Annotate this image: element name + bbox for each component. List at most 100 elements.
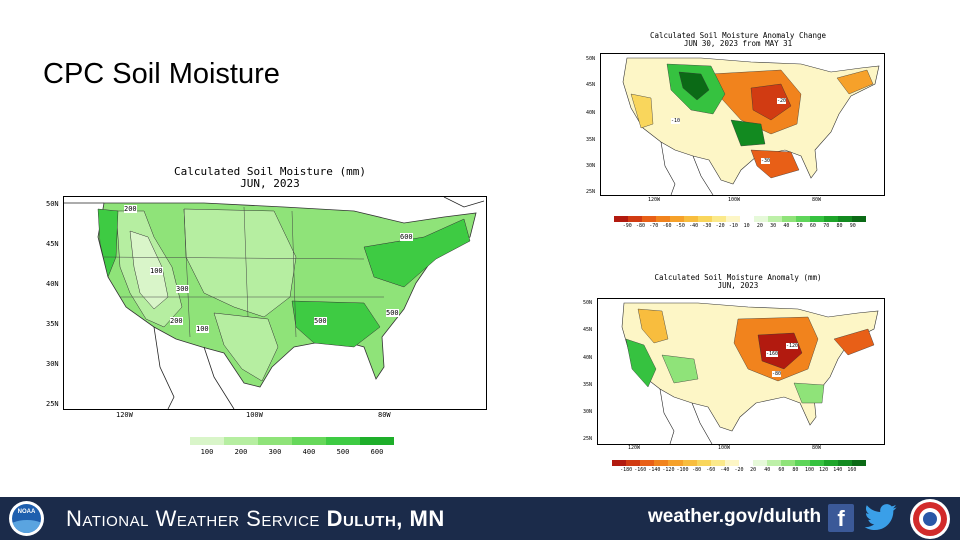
legend-swatch xyxy=(823,460,838,466)
legend-swatch xyxy=(291,437,326,445)
legend-labels: -90 -80 -70 -60 -50 -40 -30 -20 -10 10 20 30 40 50 60 7… xyxy=(614,223,866,231)
twitter-icon[interactable] xyxy=(864,503,898,533)
wetting-south-region xyxy=(730,119,766,147)
dry-northeast-region xyxy=(833,328,875,356)
footer-agency-name: National Weather Service xyxy=(66,506,320,531)
contour-label: -120 xyxy=(786,343,799,349)
legend-label: 100 xyxy=(200,448,214,456)
map-frame: 200 100 300 200 100 500 600 500 xyxy=(63,196,487,410)
legend-label: -50 xyxy=(675,223,685,229)
legend-swatch xyxy=(223,437,258,445)
legend-swatch xyxy=(782,216,796,222)
legend-label: 80 xyxy=(792,467,799,473)
legend-label: -80 xyxy=(636,223,646,229)
legend-label: -100 xyxy=(676,467,689,473)
legend-label: 40 xyxy=(783,223,790,229)
nws-logo-center xyxy=(923,512,937,526)
lat-tick: 45N xyxy=(583,327,593,333)
legend-label: -20 xyxy=(715,223,725,229)
map-title: Calculated Soil Moisture Anomaly Change … xyxy=(608,32,868,48)
legend-label: 500 xyxy=(336,448,350,456)
contour-label: 200 xyxy=(124,205,137,213)
legend-label: -20 xyxy=(734,467,744,473)
northeast-wet-region xyxy=(363,218,471,288)
map-title: Calculated Soil Moisture (mm) JUN, 2023 xyxy=(140,166,400,189)
legend-swatch xyxy=(795,460,810,466)
southeast-wet-region xyxy=(291,300,381,348)
legend-swatch xyxy=(838,216,852,222)
lat-tick: 35N xyxy=(46,320,59,328)
anomaly-change-map: Calculated Soil Moisture Anomaly Change … xyxy=(568,30,888,235)
legend-label: 160 xyxy=(847,467,857,473)
lat-tick: 35N xyxy=(583,382,593,388)
contour-label: 500 xyxy=(386,309,399,317)
drying-gulf-region xyxy=(750,149,800,179)
legend-swatch xyxy=(668,460,683,466)
lat-tick: 30N xyxy=(586,163,596,169)
plains-region xyxy=(183,208,297,318)
lon-tick: 80W xyxy=(378,411,391,419)
texas-region xyxy=(213,312,279,382)
lon-tick: 80W xyxy=(812,445,822,451)
map-title-line1: Calculated Soil Moisture Anomaly Change xyxy=(649,31,827,40)
contour-label: -80 xyxy=(772,371,782,377)
wet-california-region xyxy=(625,338,657,388)
legend-label: 60 xyxy=(778,467,785,473)
legend-label: 120 xyxy=(819,467,829,473)
lon-tick: 100W xyxy=(728,197,741,203)
lon-tick: 100W xyxy=(246,411,263,419)
footer-office-name: Duluth, MN xyxy=(326,506,445,531)
pacific-nw-wet-region xyxy=(97,208,119,278)
anomaly-map: Calculated Soil Moisture Anomaly (mm) JU… xyxy=(568,270,888,475)
legend-label: 100 xyxy=(805,467,815,473)
legend-swatch xyxy=(628,216,642,222)
lon-tick: 80W xyxy=(812,197,822,203)
lon-tick: 100W xyxy=(718,445,731,451)
lon-tick: 120W xyxy=(648,197,661,203)
lat-tick: 25N xyxy=(586,189,596,195)
map-title: Calculated Soil Moisture Anomaly (mm) JU… xyxy=(608,274,868,290)
legend-swatch xyxy=(738,460,754,466)
map-legend xyxy=(612,460,866,466)
legend-swatch xyxy=(796,216,810,222)
legend-label: -80 xyxy=(692,467,702,473)
footer-url-link[interactable]: weather.gov/duluth xyxy=(648,506,822,527)
legend-label: 300 xyxy=(268,448,282,456)
legend-swatch xyxy=(698,216,712,222)
contour-label: 200 xyxy=(170,317,183,325)
legend-label: -60 xyxy=(662,223,672,229)
legend-label: -120 xyxy=(662,467,675,473)
legend-label: 40 xyxy=(764,467,771,473)
noaa-emblem: NOAA xyxy=(12,504,41,533)
legend-swatch xyxy=(710,460,725,466)
legend-swatch xyxy=(612,460,627,466)
legend-swatch xyxy=(851,460,866,466)
legend-swatch xyxy=(626,460,641,466)
legend-swatch xyxy=(696,460,711,466)
contour-label: 100 xyxy=(150,267,163,275)
legend-label: 600 xyxy=(370,448,384,456)
map-title-line1: Calculated Soil Moisture (mm) xyxy=(173,165,367,178)
legend-label: 30 xyxy=(770,223,777,229)
legend-label: -10 xyxy=(728,223,738,229)
legend-labels: 100 200 300 400 500 600 xyxy=(190,448,394,458)
nws-logo[interactable] xyxy=(910,499,950,539)
legend-label: 140 xyxy=(833,467,843,473)
lon-tick: 120W xyxy=(628,445,641,451)
lat-tick: 30N xyxy=(583,409,593,415)
legend-label: 70 xyxy=(823,223,830,229)
facebook-icon[interactable]: f xyxy=(828,504,854,532)
legend-swatch xyxy=(852,216,866,222)
legend-swatch xyxy=(614,216,628,222)
noaa-logo[interactable]: NOAA xyxy=(9,501,44,536)
legend-label: -30 xyxy=(702,223,712,229)
legend-label: -60 xyxy=(706,467,716,473)
legend-swatch xyxy=(325,437,360,445)
legend-swatch xyxy=(809,460,824,466)
legend-label: 400 xyxy=(302,448,316,456)
legend-swatch xyxy=(781,460,796,466)
map-title-line1: Calculated Soil Moisture Anomaly (mm) xyxy=(654,273,822,282)
legend-swatch xyxy=(654,460,669,466)
legend-swatch xyxy=(767,460,782,466)
footer-bar: NOAA National Weather Service Duluth, MN… xyxy=(0,497,960,540)
